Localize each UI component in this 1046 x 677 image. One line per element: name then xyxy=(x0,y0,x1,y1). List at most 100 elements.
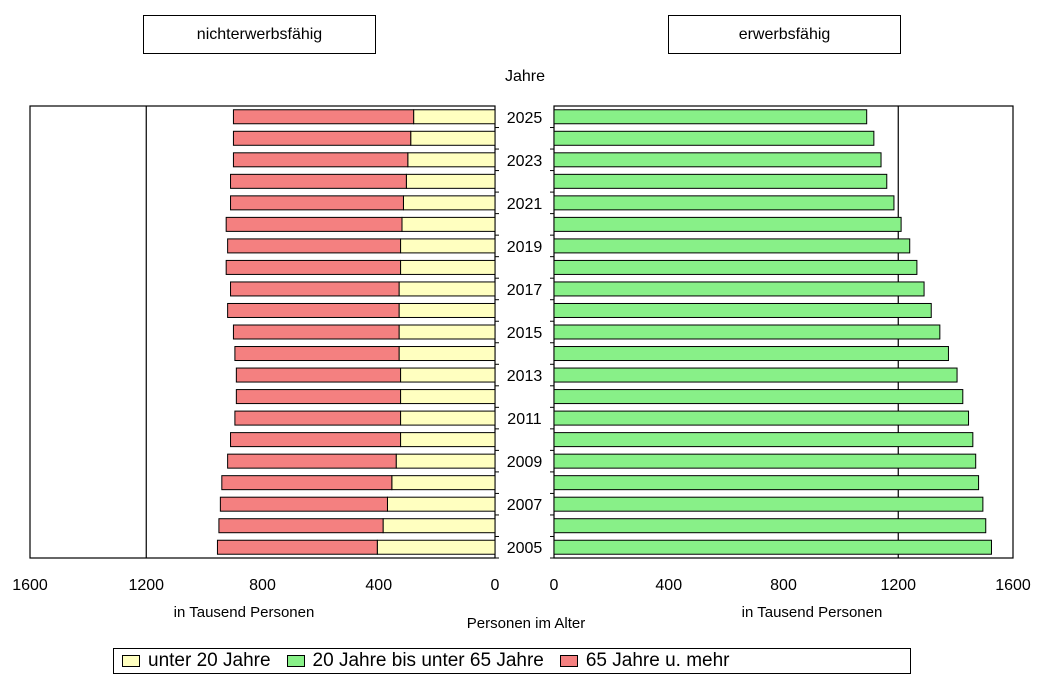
bar-65plus-2018 xyxy=(225,259,402,275)
legend-label-20to65: 20 Jahre bis unter 65 Jahre xyxy=(312,650,544,671)
bar-under20-2024 xyxy=(410,130,496,146)
year-label-2023: 2023 xyxy=(507,153,543,170)
bar-under20-2008 xyxy=(391,475,496,491)
bar-under20-2022 xyxy=(405,173,496,189)
bar-65plus-2010 xyxy=(230,432,402,448)
bar-65plus-2006 xyxy=(218,518,384,534)
bar-20to65-2014 xyxy=(553,346,949,362)
right-tick-label-1600: 1600 xyxy=(995,577,1031,594)
right-tick-label-0: 0 xyxy=(550,577,559,594)
legend: unter 20 Jahre 20 Jahre bis unter 65 Jah… xyxy=(113,648,911,674)
bar-65plus-2025 xyxy=(232,109,415,125)
bar-20to65-2023 xyxy=(553,152,882,168)
bar-65plus-2022 xyxy=(230,173,407,189)
header-right-label: erwerbsfähig xyxy=(738,25,831,43)
left-tick-label-800: 800 xyxy=(249,577,276,594)
bar-20to65-2012 xyxy=(553,389,964,405)
year-label-2011: 2011 xyxy=(507,411,542,428)
legend-item-20to65: 20 Jahre bis unter 65 Jahre xyxy=(286,650,544,672)
right-tick-label-400: 400 xyxy=(655,577,682,594)
year-label-2009: 2009 xyxy=(507,454,543,471)
bar-65plus-2005 xyxy=(216,539,378,555)
header-box-left: nichterwerbsfähig xyxy=(143,15,376,54)
bar-65plus-2017 xyxy=(230,281,400,297)
year-label-2021: 2021 xyxy=(507,196,543,213)
left-tick-label-1600: 1600 xyxy=(12,577,48,594)
population-chart: 2025 2023 2021 2019 2017 2015 2013 2011 2009 2007… xyxy=(12,105,1031,594)
legend-label-under20: unter 20 Jahre xyxy=(148,650,271,671)
unit-label-right: in Tausend Personen xyxy=(741,604,883,621)
right-tick-label-1200: 1200 xyxy=(880,577,916,594)
year-label-2015: 2015 xyxy=(507,325,543,342)
bar-20to65-2025 xyxy=(553,109,868,125)
bar-20to65-2016 xyxy=(553,302,932,318)
bar-20to65-2015 xyxy=(553,324,941,340)
bar-20to65-2018 xyxy=(553,259,918,275)
bar-under20-2019 xyxy=(400,238,496,254)
legend-swatch-20to65 xyxy=(286,655,305,667)
bar-20to65-2007 xyxy=(553,496,984,512)
bar-under20-2016 xyxy=(398,302,496,318)
bar-20to65-2019 xyxy=(553,238,911,254)
header-left-label: nichterwerbsfähig xyxy=(196,25,323,43)
legend-item-under20: unter 20 Jahre xyxy=(122,650,271,672)
left-tick-label-400: 400 xyxy=(365,577,392,594)
bar-under20-2010 xyxy=(400,432,496,448)
bar-65plus-2016 xyxy=(227,302,400,318)
bar-20to65-2024 xyxy=(553,130,875,146)
bar-under20-2015 xyxy=(398,324,496,340)
legend-swatch-65plus xyxy=(559,655,578,667)
bar-under20-2014 xyxy=(398,346,496,362)
bar-under20-2012 xyxy=(400,389,496,405)
center-label: Jahre xyxy=(504,68,546,85)
left-tick-label-0: 0 xyxy=(491,577,500,594)
bar-under20-2005 xyxy=(376,539,496,555)
bar-65plus-2009 xyxy=(227,453,397,469)
year-label-2025: 2025 xyxy=(507,110,543,127)
bar-20to65-2006 xyxy=(553,518,987,534)
bar-65plus-2021 xyxy=(230,195,404,211)
bar-65plus-2014 xyxy=(234,346,400,362)
bar-20to65-2005 xyxy=(553,539,992,555)
bar-65plus-2015 xyxy=(232,324,400,340)
bar-under20-2025 xyxy=(413,109,496,125)
legend-item-65plus: 65 Jahre u. mehr xyxy=(559,650,730,672)
center-axis-label: Personen im Alter xyxy=(466,615,586,632)
bar-under20-2021 xyxy=(402,195,496,211)
right-tick-label-800: 800 xyxy=(770,577,797,594)
bar-20to65-2017 xyxy=(553,281,925,297)
bar-under20-2023 xyxy=(407,152,496,168)
left-tick-label-1200: 1200 xyxy=(128,577,164,594)
bar-under20-2017 xyxy=(398,281,496,297)
year-label-2005: 2005 xyxy=(507,540,543,557)
year-label-2019: 2019 xyxy=(507,239,543,256)
bar-65plus-2007 xyxy=(219,496,388,512)
bar-under20-2007 xyxy=(386,496,496,512)
bar-65plus-2020 xyxy=(225,216,403,232)
bar-under20-2006 xyxy=(382,518,496,534)
bar-under20-2020 xyxy=(401,216,496,232)
bar-under20-2009 xyxy=(395,453,496,469)
bar-65plus-2008 xyxy=(221,475,393,491)
bar-20to65-2010 xyxy=(553,432,974,448)
bar-20to65-2021 xyxy=(553,195,895,211)
bar-65plus-2024 xyxy=(232,130,412,146)
bar-20to65-2020 xyxy=(553,216,902,232)
bar-65plus-2023 xyxy=(232,152,409,168)
year-label-2017: 2017 xyxy=(507,282,543,299)
bar-under20-2018 xyxy=(400,259,496,275)
year-label-2013: 2013 xyxy=(507,368,543,385)
bar-20to65-2013 xyxy=(553,367,958,383)
bar-20to65-2008 xyxy=(553,475,980,491)
bar-20to65-2009 xyxy=(553,453,977,469)
legend-label-65plus: 65 Jahre u. mehr xyxy=(585,650,730,671)
bar-under20-2013 xyxy=(400,367,496,383)
bar-under20-2011 xyxy=(400,410,496,426)
unit-label-left: in Tausend Personen xyxy=(173,604,315,621)
header-box-right: erwerbsfähig xyxy=(668,15,901,54)
legend-swatch-under20 xyxy=(122,655,140,667)
bar-20to65-2022 xyxy=(553,173,888,189)
bar-65plus-2011 xyxy=(234,410,402,426)
bar-20to65-2011 xyxy=(553,410,970,426)
bar-65plus-2013 xyxy=(235,367,402,383)
